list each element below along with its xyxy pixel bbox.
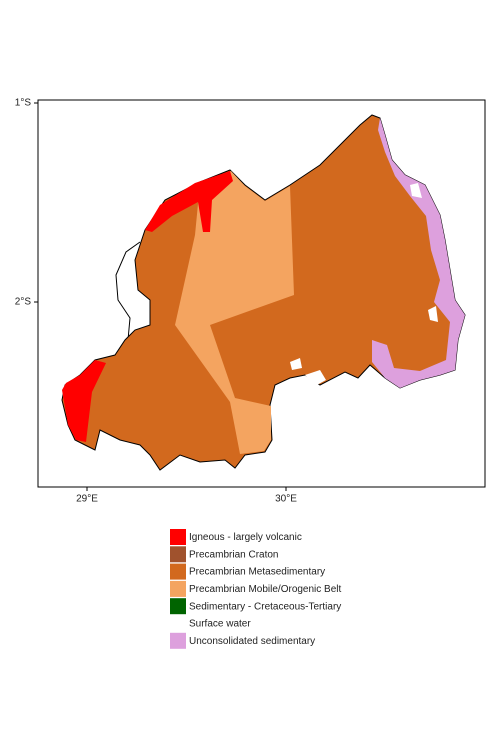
x-tick-label: 30°E — [275, 494, 297, 505]
surface-water — [290, 358, 302, 370]
legend-label: Unconsolidated sedimentary — [189, 636, 315, 647]
igneous-southwest — [62, 360, 106, 442]
legend-label: Igneous - largely volcanic — [189, 532, 302, 543]
legend-swatch — [170, 598, 186, 615]
surface-water — [410, 183, 422, 198]
legend-label: Precambrian Metasedimentary — [189, 567, 325, 578]
panel-border — [37, 99, 486, 488]
legend-label: Surface water — [189, 619, 251, 630]
legend-swatch — [170, 529, 186, 545]
unconsolidated-east — [372, 118, 465, 388]
legend-swatch — [170, 563, 186, 580]
legend-swatch — [170, 615, 186, 632]
lake-outline — [115, 241, 141, 341]
legend-swatch — [170, 580, 186, 597]
legend-swatch — [170, 546, 186, 563]
legend-label: Sedimentary - Cretaceous-Tertiary — [189, 601, 341, 612]
surface-water — [428, 306, 438, 322]
legend-label: Precambrian Mobile/Orogenic Belt — [189, 584, 342, 595]
igneous-north — [145, 171, 233, 232]
legend: Igneous - largely volcanic Precambrian Cr… — [170, 529, 342, 649]
map-shapes — [61, 114, 466, 471]
legend-swatch — [170, 632, 186, 649]
y-tick-label: 2°S — [15, 297, 32, 308]
mobile-belt-region — [175, 171, 294, 454]
legend-label: Precambrian Craton — [189, 549, 278, 560]
x-tick-label: 29°E — [76, 494, 98, 505]
y-tick-label: 1°S — [15, 98, 32, 109]
surface-water — [305, 370, 326, 386]
